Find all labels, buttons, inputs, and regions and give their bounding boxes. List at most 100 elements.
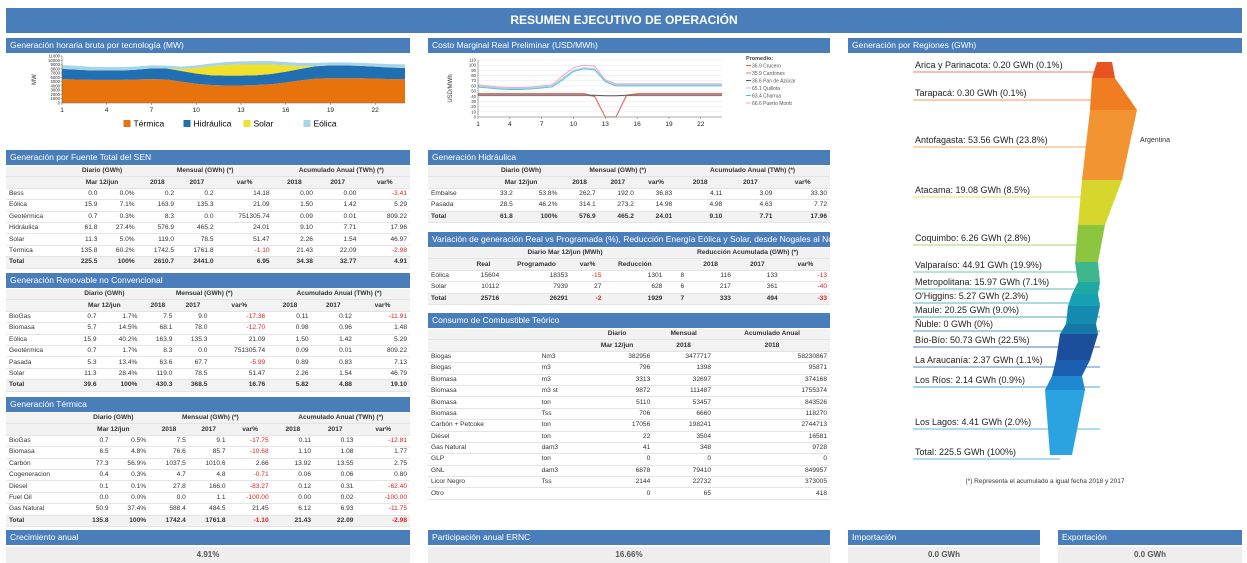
header-cell: Mar 12/jun xyxy=(66,176,138,189)
table-row: Embalse 33.2 53.8% 262.7 192.0 36.83 4.11 3.09 3… xyxy=(428,188,830,201)
y-tick-label: 80 xyxy=(471,73,476,78)
panel-header: Costo Marginal Real Preliminar (USD/MWh) xyxy=(428,38,830,53)
y-tick-label: 5000 xyxy=(50,79,60,84)
region-label: Los Lagos: 4.41 GWh (2.0%) xyxy=(915,417,1031,427)
cell: 628 xyxy=(604,281,666,294)
legend-label: 36.6 Pan de Azúcar xyxy=(752,79,796,85)
cell: 0.4 xyxy=(77,469,112,482)
cell: 5.0% xyxy=(100,233,138,246)
cell: 430.3 xyxy=(140,379,176,392)
cell: -11.91 xyxy=(354,311,410,324)
cell: 198241 xyxy=(653,419,715,432)
data-table: Diario (GWh) Mensual (GWh) (*) Acumulado A… xyxy=(6,289,410,392)
row-label: Biomasa xyxy=(428,374,539,386)
blank-cell xyxy=(428,258,465,271)
cell: 5110 xyxy=(580,396,654,409)
header-cell: 2018 xyxy=(272,176,316,189)
cell: 58230867 xyxy=(714,351,830,364)
cell: 418 xyxy=(714,487,830,500)
cell: m3 xyxy=(538,362,581,375)
cell: 63.6 xyxy=(140,356,176,369)
cell: 46.97 xyxy=(359,233,410,246)
cell: 56.9% xyxy=(111,458,150,470)
header-cell: var% xyxy=(359,176,410,189)
cell: 0.31 xyxy=(314,480,357,493)
cell: -83.27 xyxy=(228,480,272,493)
row-label: Hidráulica xyxy=(6,222,67,235)
cell: 1.77 xyxy=(356,446,410,459)
cell: 314.1 xyxy=(560,199,599,212)
header-cell: var% xyxy=(210,299,269,312)
y-tick-label: 0 xyxy=(474,115,477,120)
table-row: Geotérmica 0.7 0.3% 8.3 0.0 751305.74 0.09 0.01… xyxy=(6,211,410,223)
row-label: GNL xyxy=(428,465,539,478)
table-row: Pasada 5.3 13.4% 63.6 67.7 -5.99 0.89 0.83 7.13 xyxy=(6,356,410,369)
cell: 1037.5 xyxy=(149,458,189,470)
cell: 0.01 xyxy=(315,211,360,223)
table-row: Eólica 15.9 40.2% 163.9 135.3 21.09 1.50 1.42 5.… xyxy=(6,334,410,346)
header-row: Mar 12/jun 2018 2018 xyxy=(428,339,830,352)
panel-header: Generación horaria bruta por tecnología … xyxy=(6,38,410,53)
cell: 67.7 xyxy=(175,356,211,369)
row-label: Bess xyxy=(6,188,67,201)
header-cell: 2017 xyxy=(177,176,217,189)
cell: 3313 xyxy=(580,374,654,386)
cell: 41 xyxy=(580,442,654,455)
cell: 5.82 xyxy=(268,379,312,392)
cell: -1.10 xyxy=(228,515,272,527)
header-cell: var% xyxy=(570,258,605,271)
cell: 27 xyxy=(570,281,605,294)
cell: 0.06 xyxy=(271,469,315,482)
cell: -5.99 xyxy=(210,356,269,369)
table-row: Hidráulica 61.8 27.4% 576.9 465.2 24.01 9.10 7.… xyxy=(6,222,410,235)
cell: 60.2% xyxy=(100,245,138,258)
header-cell: 2018 xyxy=(271,423,315,436)
table-row: Biomasa m3 st 9872 111487 1755374 xyxy=(428,385,830,398)
row-label: Total xyxy=(428,211,482,223)
cell: 17056 xyxy=(580,419,654,432)
cell: 51.47 xyxy=(216,233,273,246)
cell: 53457 xyxy=(653,396,715,409)
cell: 373005 xyxy=(714,476,830,489)
table-row: Total 39.6 100% 430.3 368.5 16.76 5.82 4.88 19.1… xyxy=(6,379,410,392)
cell: 4.63 xyxy=(725,199,776,212)
cell: 0.02 xyxy=(314,492,357,505)
y-tick-label: 3000 xyxy=(50,88,60,93)
x-tick-label: 16 xyxy=(282,107,290,114)
row-label: Diésel xyxy=(428,431,539,443)
header-cell: Mensual (GWh) (*) xyxy=(560,166,676,178)
kpi-value: 0.0 GWh xyxy=(848,547,1040,563)
panel-header: Generación Térmica xyxy=(6,397,410,412)
header-cell: 2017 xyxy=(733,258,781,271)
header-cell: Reducción xyxy=(604,258,666,271)
row-label: Eólica xyxy=(428,270,465,283)
cell: 46.2% xyxy=(515,199,561,212)
cell: 100% xyxy=(515,211,561,223)
row-label: Otro xyxy=(428,487,539,500)
legend-label: Eólica xyxy=(314,119,337,129)
cell: 21.43 xyxy=(272,245,316,258)
table-row: Total 25716 26291 -2 1929 7 333 494 -33 xyxy=(428,293,830,305)
y-tick-label: 50 xyxy=(471,89,476,94)
cell: 13.4% xyxy=(99,356,141,369)
table-row: Total 135.8 100% 1742.4 1761.8 -1.10 21.43 22.0… xyxy=(6,515,410,527)
cell: 8 xyxy=(665,270,688,283)
cell: 0.89 xyxy=(268,356,312,369)
x-tick-label: 7 xyxy=(150,107,154,114)
cell: 95871 xyxy=(714,362,830,375)
cell: 78.5 xyxy=(177,233,217,246)
legend-swatch xyxy=(123,120,131,127)
cell: 588.4 xyxy=(149,503,189,516)
cell: 0.0% xyxy=(111,492,150,505)
cell: 5.3 xyxy=(68,356,100,369)
cell: -100.00 xyxy=(228,492,272,505)
cell: 4.11 xyxy=(675,188,726,201)
cell: 1301 xyxy=(604,270,666,283)
panel-header: Crecimiento anual xyxy=(6,530,410,545)
y-tick-label: 2000 xyxy=(50,92,60,97)
region-label: Arica y Parinacota: 0.20 GWh (0.1%) xyxy=(915,60,1063,70)
cell: 1.42 xyxy=(311,334,355,346)
cell: 4.8 xyxy=(188,469,229,482)
row-label: Solar xyxy=(6,368,69,381)
